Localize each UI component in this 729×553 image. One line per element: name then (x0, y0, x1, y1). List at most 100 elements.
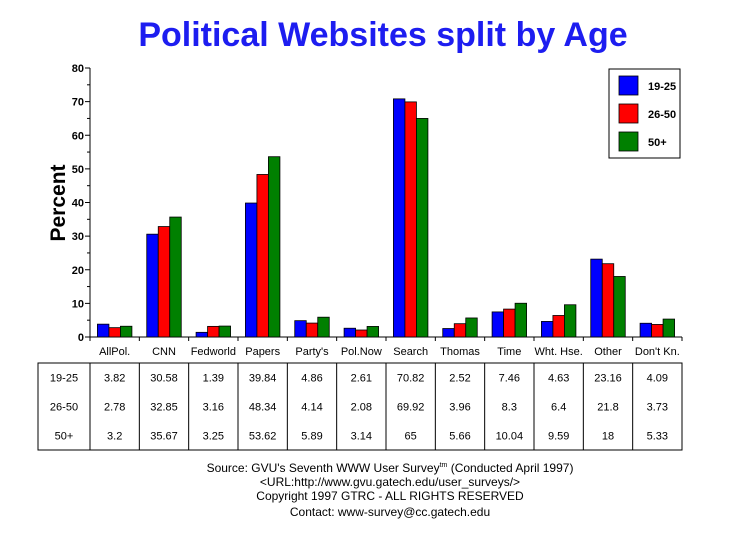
bar-19-25-Papers (245, 202, 258, 338)
bar-26-50-Don't Kn. (651, 324, 664, 338)
legend-swatch (618, 75, 639, 96)
legend: 19-25 26-50 50+ (608, 68, 681, 159)
bar-19-25-Thomas (442, 328, 455, 338)
category-label: Pol.Now (341, 346, 382, 358)
bar-50+-Wht. Hse. (564, 304, 577, 338)
legend-swatch (618, 131, 639, 152)
bar-50+-Other (613, 276, 626, 338)
y-tick-label: 50 (72, 164, 84, 176)
table-cell: 10.04 (496, 431, 524, 443)
table-cell: 39.84 (249, 373, 277, 385)
category-label: Don't Kn. (635, 346, 680, 358)
bar-50+-Thomas (465, 317, 478, 338)
category-label: Party's (295, 346, 329, 358)
table-cell: 3.73 (647, 402, 668, 414)
table-cell: 4.14 (301, 402, 322, 414)
category-label: Papers (245, 346, 280, 358)
table-cell: 4.86 (301, 373, 322, 385)
table-cell: 69.92 (397, 402, 425, 414)
category-label: Other (594, 346, 622, 358)
table-cell: 23.16 (594, 373, 622, 385)
table-cell: 7.46 (499, 373, 520, 385)
source-trademark: tm (440, 462, 448, 469)
table-row-label: 50+ (55, 431, 74, 443)
legend-label: 26-50 (648, 109, 676, 121)
table-cell: 30.58 (150, 373, 178, 385)
category-label: Thomas (440, 346, 480, 358)
bar-50+-Don't Kn. (662, 318, 675, 338)
bar-26-50-AllPol. (108, 327, 121, 338)
legend-swatch (618, 103, 639, 124)
table-cell: 70.82 (397, 373, 425, 385)
category-label: Search (393, 346, 428, 358)
y-tick-label: 40 (72, 198, 84, 210)
table-cell: 18 (602, 431, 614, 443)
source-suffix: (Conducted April 1997) (447, 461, 573, 475)
y-tick-label: 70 (72, 97, 84, 109)
table-cell: 3.25 (203, 431, 224, 443)
bar-26-50-Time (503, 308, 516, 338)
bar-50+-Party's (317, 316, 330, 338)
bar-50+-Fedworld (218, 325, 231, 338)
bar-19-25-Pol.Now (343, 327, 356, 338)
source-url: <URL:http://www.gvu.gatech.edu/user_surv… (260, 475, 520, 489)
table-cell: 8.3 (502, 402, 517, 414)
bar-50+-Search (416, 118, 429, 338)
bar-26-50-Thomas (453, 323, 467, 338)
bar-50+-Pol.Now (366, 326, 379, 338)
table-cell: 1.39 (203, 373, 224, 385)
y-tick-label: 10 (72, 298, 84, 310)
bar-19-25-Wht. Hse. (541, 321, 554, 338)
category-label: Wht. Hse. (535, 346, 583, 358)
table-cell: 2.52 (449, 373, 470, 385)
y-tick-label: 60 (72, 130, 84, 142)
table-cell: 21.8 (597, 402, 618, 414)
table-cell: 2.61 (351, 373, 372, 385)
source-footer: Source: GVU's Seventh WWW User Surveytm … (207, 461, 574, 519)
legend-label: 19-25 (648, 81, 676, 93)
bar-26-50-Other (601, 263, 615, 338)
chart-title: Political Websites split by Age (138, 16, 627, 54)
source-line: Source: GVU's Seventh WWW User Surveytm … (207, 461, 574, 475)
bar-19-25-CNN (146, 233, 159, 338)
table-row-label: 26-50 (50, 402, 78, 414)
table-cell: 2.78 (104, 402, 125, 414)
bar-19-25-Party's (294, 320, 307, 338)
bar-50+-Time (514, 302, 527, 338)
bar-26-50-Papers (256, 174, 269, 338)
table-border (37, 362, 683, 451)
bar-50+-AllPol. (120, 325, 133, 338)
bar-19-25-Search (393, 98, 406, 338)
bar-26-50-Wht. Hse. (552, 315, 565, 338)
legend-label: 50+ (648, 137, 667, 149)
bar-26-50-Fedworld (207, 325, 220, 338)
table-cell: 4.63 (548, 373, 569, 385)
bar-26-50-Party's (305, 322, 319, 338)
contact: Contact: www-survey@cc.gatech.edu (290, 505, 490, 519)
table-cell: 2.08 (351, 402, 372, 414)
data-table: 19-25 3.82 30.58 1.39 39.84 4.86 2.61 70.82 2.52… (37, 362, 683, 451)
category-label: CNN (152, 346, 176, 358)
category-labels: AllPol. CNN Fedworld Papers Party's Pol.Now Se… (99, 346, 680, 358)
table-cell: 3.2 (107, 431, 122, 443)
category-label: Fedworld (191, 346, 236, 358)
table-row-label: 19-25 (50, 373, 78, 385)
bars (97, 98, 675, 338)
bar-50+-Papers (268, 156, 281, 338)
bar-26-50-Search (404, 101, 417, 338)
table-cell: 32.85 (150, 402, 178, 414)
category-label: AllPol. (99, 346, 130, 358)
table-cell: 3.96 (449, 402, 470, 414)
source-prefix: Source: GVU's Seventh WWW User Survey (207, 461, 440, 475)
bar-50+-CNN (169, 216, 182, 338)
table-cell: 3.82 (104, 373, 125, 385)
table-cell: 53.62 (249, 431, 277, 443)
table-cell: 5.66 (449, 431, 470, 443)
table-cell: 65 (405, 431, 417, 443)
bar-19-25-Time (491, 311, 504, 338)
table-cell: 3.14 (351, 431, 372, 443)
bar-26-50-CNN (157, 226, 171, 338)
category-label: Time (497, 346, 521, 358)
table-cell: 6.4 (551, 402, 566, 414)
